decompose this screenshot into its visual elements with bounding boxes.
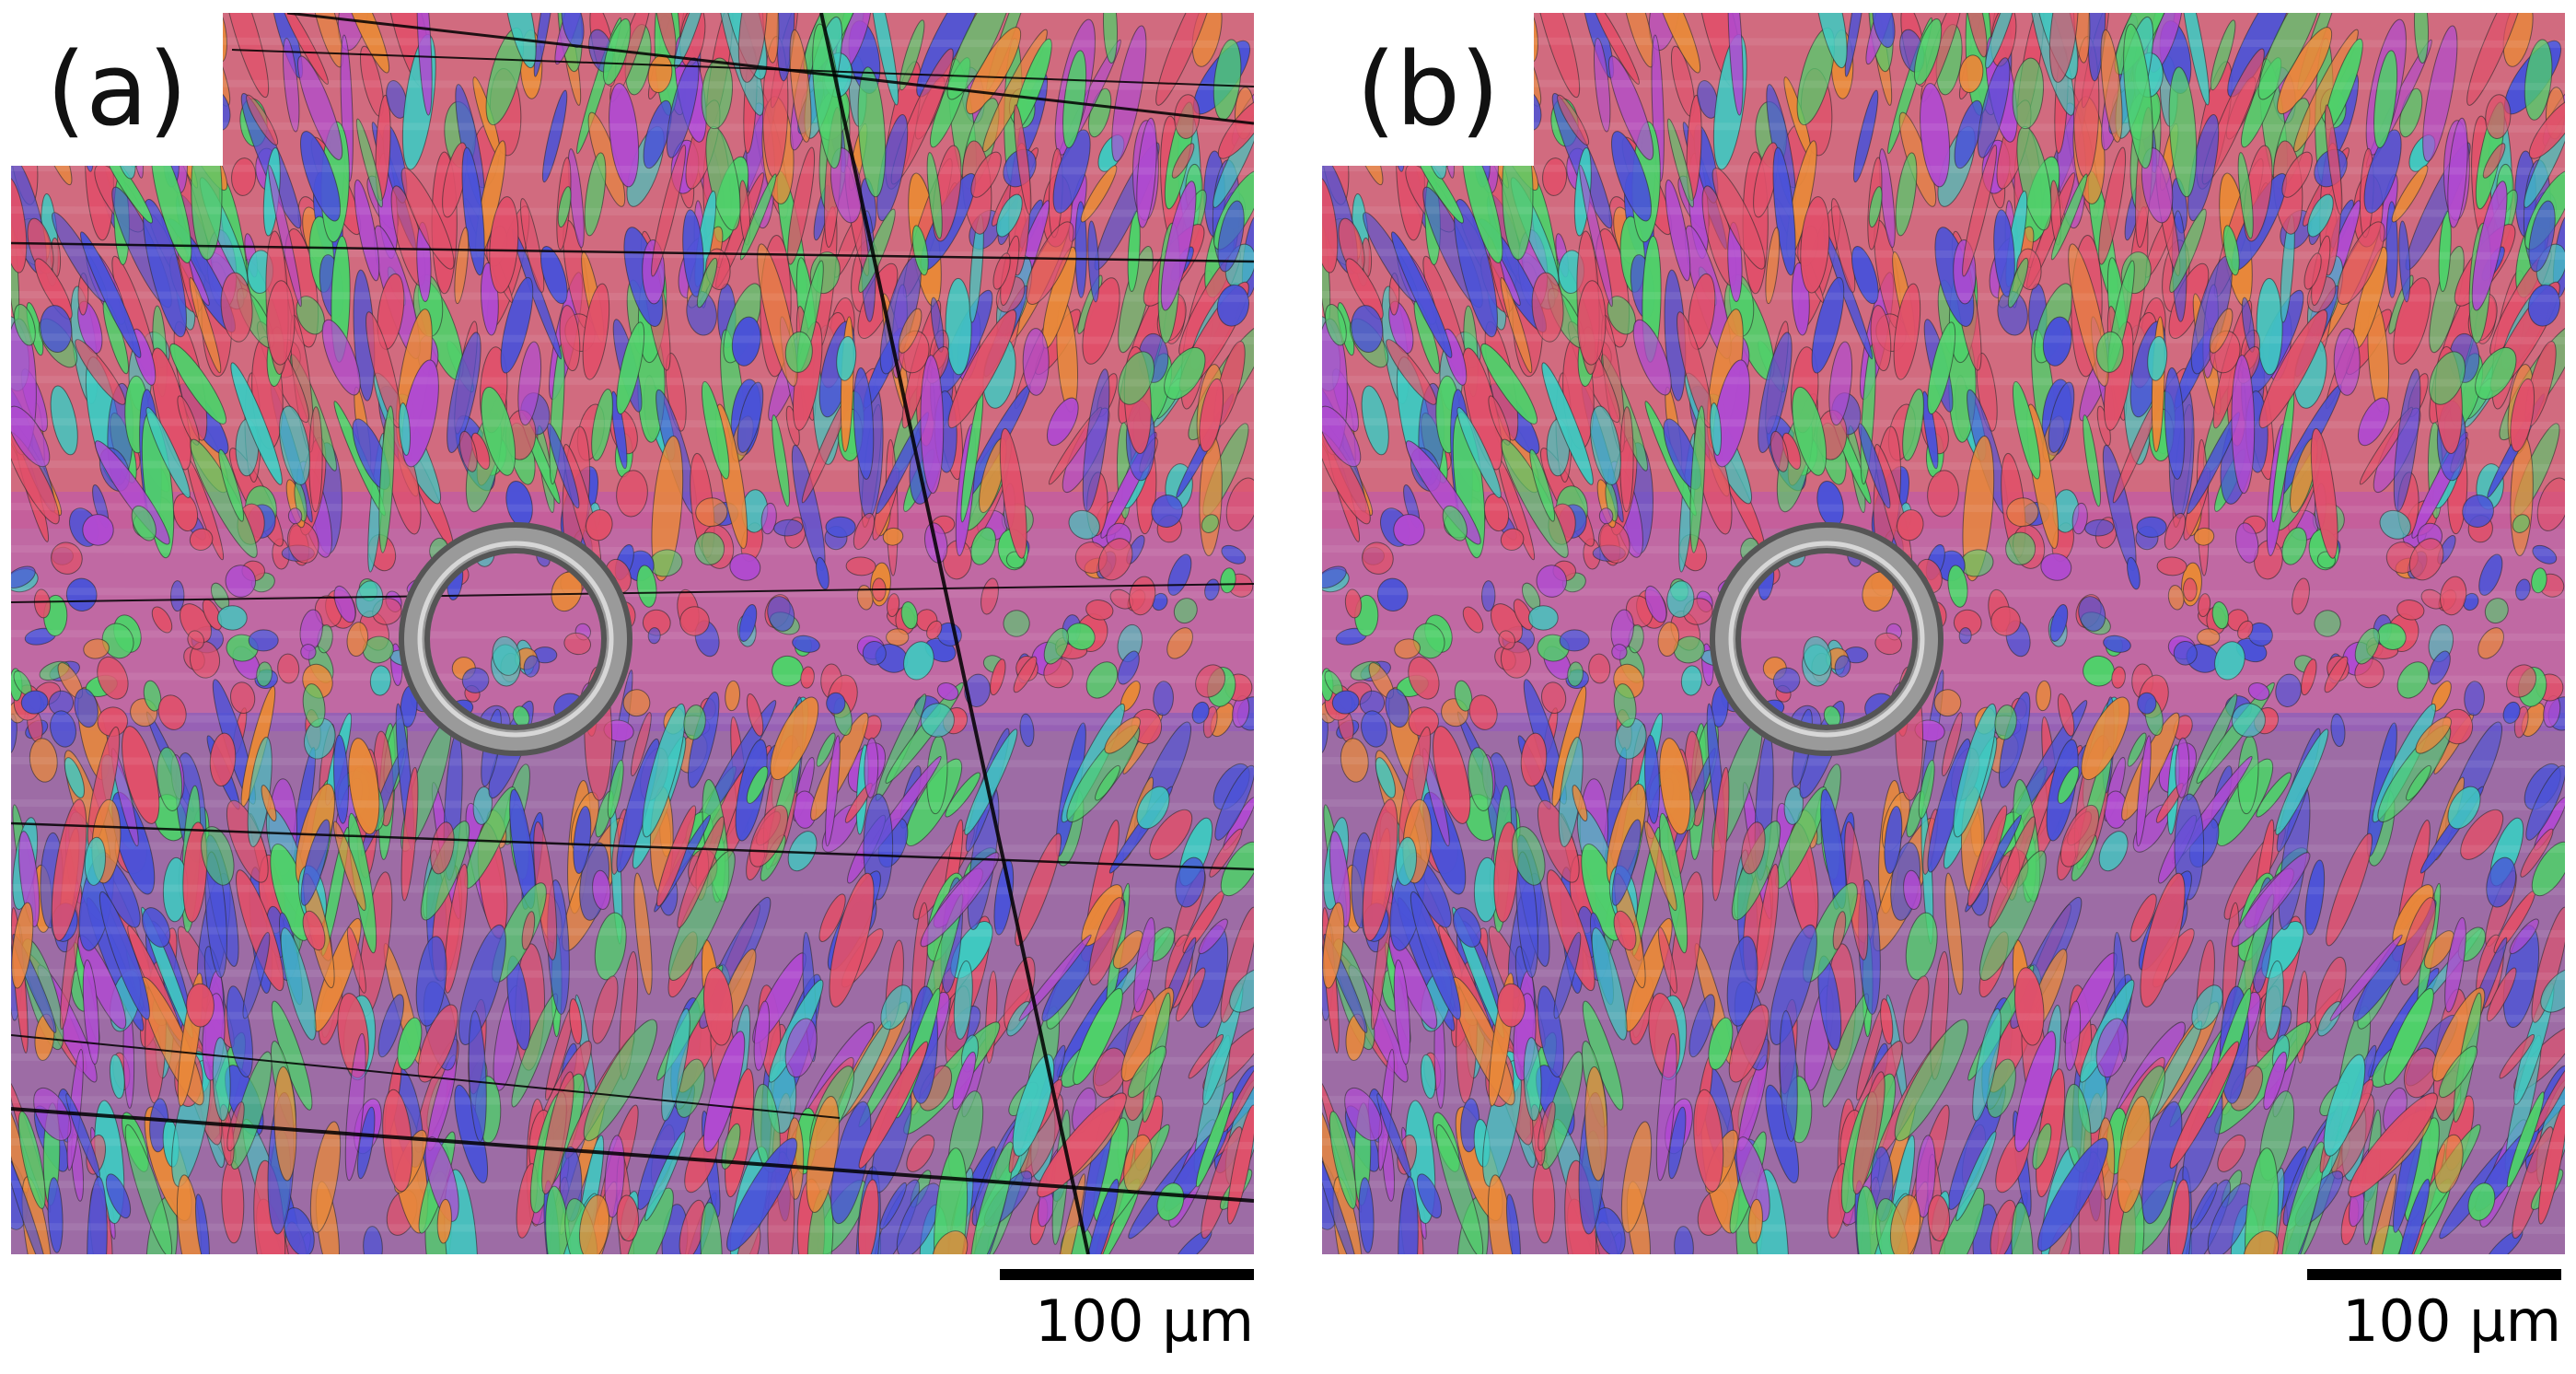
ring-marker — [399, 522, 632, 756]
scale-bar-a: 100 µm — [1000, 1263, 1258, 1365]
ring-marker — [1710, 522, 1944, 756]
scale-bar-label-b: 100 µm — [2342, 1287, 2561, 1355]
grain-layer — [11, 13, 1254, 1254]
panel-label-b: (b) — [1322, 13, 1534, 166]
orientation-map-b — [1322, 13, 2565, 1254]
panel-a: (a) — [11, 13, 1254, 1254]
scratch-lines — [11, 13, 1254, 1254]
scale-bar-line-b — [2307, 1269, 2561, 1280]
grain-layer — [1322, 13, 2565, 1254]
orientation-map-a — [11, 13, 1254, 1254]
scale-bar-label-a: 100 µm — [1035, 1287, 1254, 1355]
panel-b: (b) — [1322, 13, 2565, 1254]
scale-bar-line-a — [1000, 1269, 1254, 1280]
panel-label-a: (a) — [11, 13, 223, 166]
scale-bar-b: 100 µm — [2307, 1263, 2565, 1365]
